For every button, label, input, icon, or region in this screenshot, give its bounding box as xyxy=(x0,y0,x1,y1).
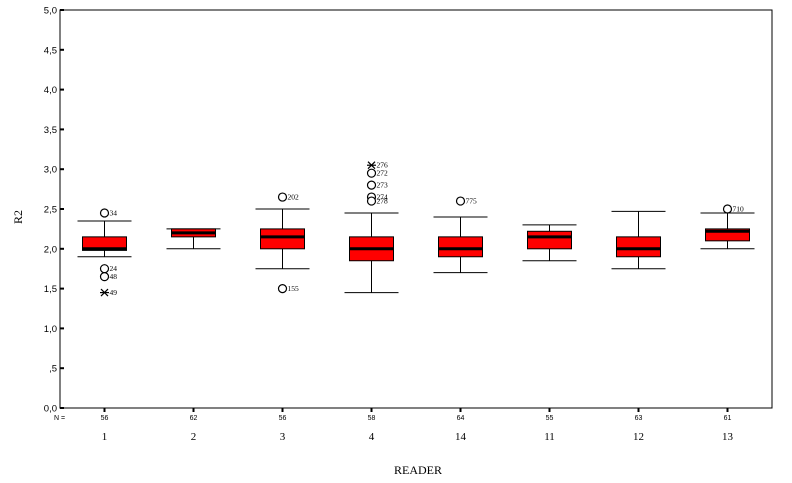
box-body xyxy=(82,236,127,251)
outlier-label: 24 xyxy=(110,264,118,273)
outlier-marker xyxy=(277,284,288,294)
outlier-label: 202 xyxy=(288,193,300,202)
outlier-marker xyxy=(366,196,377,206)
n-count-label: 61 xyxy=(724,415,732,422)
y-tick-label: 3,5 xyxy=(44,125,57,136)
y-tick-label: 5,0 xyxy=(44,6,57,17)
n-prefix: N = xyxy=(54,415,65,422)
outlier-marker xyxy=(99,272,110,282)
outlier-marker xyxy=(366,180,377,190)
outlier-marker xyxy=(722,204,733,214)
box-body xyxy=(705,228,750,242)
outlier-label: 49 xyxy=(110,288,118,297)
x-tick-label: 13 xyxy=(722,431,734,443)
y-tick-label: 4,0 xyxy=(44,85,57,96)
y-tick-label: 2,0 xyxy=(44,244,57,255)
outlier-marker xyxy=(99,264,110,274)
box-body xyxy=(438,236,483,258)
outlier-label: 274 xyxy=(377,193,389,202)
outlier-label: 48 xyxy=(110,272,118,281)
y-axis: 0,0 ,5 1,0 1,5 2,0 2,5 3,0 3,5 4,0 4,5 5,0 xyxy=(44,6,64,415)
extreme-marker xyxy=(367,161,376,170)
outlier-label: 276 xyxy=(377,161,389,170)
outlier-label: 278 xyxy=(377,197,389,206)
y-tick-label: 1,0 xyxy=(44,324,57,335)
n-count-label: 56 xyxy=(101,415,109,422)
x-tick-label: 12 xyxy=(633,431,644,443)
box-reader-12 xyxy=(611,210,666,270)
box-body xyxy=(527,230,572,250)
x-tick-label: 4 xyxy=(369,431,375,443)
n-count-label: 63 xyxy=(635,415,643,422)
x-axis-label: READER xyxy=(394,463,442,477)
box-reader-2 xyxy=(166,228,221,250)
outlier-label: 34 xyxy=(110,208,118,217)
outlier-marker xyxy=(99,208,110,218)
y-tick-label: 2,5 xyxy=(44,205,57,216)
box-reader-3: 202 155 xyxy=(255,192,310,294)
y-tick-label: ,5 xyxy=(49,364,57,375)
y-tick-label: 3,0 xyxy=(44,165,57,176)
x-tick-label: 1 xyxy=(102,431,108,443)
box-reader-14: 775 xyxy=(433,196,488,274)
outlier-label: 273 xyxy=(377,181,389,190)
outlier-label: 775 xyxy=(466,197,478,206)
y-tick-label: 0,0 xyxy=(44,404,57,415)
n-count-label: 64 xyxy=(457,415,465,422)
plot-frame xyxy=(59,9,773,409)
outlier-label: 272 xyxy=(377,169,389,178)
n-count-label: 62 xyxy=(190,415,198,422)
outlier-label: 710 xyxy=(733,205,745,214)
n-count-label: 58 xyxy=(368,415,376,422)
box-reader-11 xyxy=(522,224,577,262)
x-tick-label: 11 xyxy=(544,431,555,443)
x-axis: 56 1 62 2 56 3 58 4 64 14 55 11 63 12 61 13 xyxy=(101,408,734,443)
box-body xyxy=(616,236,661,258)
outlier-marker xyxy=(277,192,288,202)
x-tick-label: 3 xyxy=(280,431,286,443)
extreme-marker xyxy=(100,288,109,297)
n-count-label: 55 xyxy=(546,415,554,422)
y-tick-label: 4,5 xyxy=(44,45,57,56)
box-reader-13: 710 xyxy=(700,204,755,250)
x-tick-label: 2 xyxy=(191,431,197,443)
outlier-marker xyxy=(366,168,377,178)
n-count-label: 56 xyxy=(279,415,287,422)
y-tick-label: 1,5 xyxy=(44,284,57,295)
box-body xyxy=(260,228,305,250)
y-axis-label: R2 xyxy=(11,210,25,224)
outlier-marker xyxy=(455,196,466,206)
x-tick-label: 14 xyxy=(455,431,467,443)
outlier-label: 155 xyxy=(288,284,300,293)
